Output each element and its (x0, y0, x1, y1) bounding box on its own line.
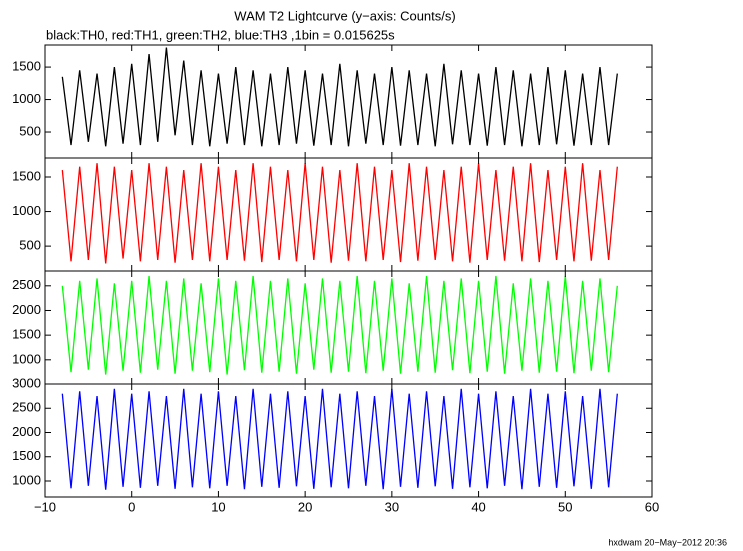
y-tick-label: 1500 (12, 448, 41, 463)
y-tick-label: 1500 (12, 168, 41, 183)
light-curve (61, 47, 618, 147)
y-tick-label: 2000 (12, 424, 41, 439)
y-tick-label: 2000 (12, 302, 41, 317)
chart-title: WAM T2 Lightcurve (y−axis: Counts/s) (234, 8, 455, 23)
x-tick-label: 10 (211, 499, 225, 514)
light-curve (61, 388, 618, 490)
x-tick-label: −10 (34, 499, 56, 514)
y-tick-label: 3000 (12, 375, 41, 390)
footer: hxdwam 20−May−2012 20:36 (608, 537, 727, 547)
chart-subtitle: black:TH0, red:TH1, green:TH2, blue:TH3 … (46, 27, 395, 42)
x-tick-label: 40 (471, 499, 485, 514)
x-tick-label: 20 (298, 499, 312, 514)
panel-frame (44, 383, 653, 498)
y-tick-label: 1000 (12, 91, 41, 106)
y-tick-label: 1000 (12, 472, 41, 487)
x-tick-label: 50 (558, 499, 572, 514)
y-tick-label: 1500 (12, 59, 41, 74)
x-tick-label: 30 (385, 499, 399, 514)
y-tick-label: 1500 (12, 327, 41, 342)
light-curve (61, 275, 618, 375)
y-tick-label: 2500 (12, 400, 41, 415)
y-tick-label: 500 (19, 238, 41, 253)
y-tick-label: 1000 (12, 351, 41, 366)
y-tick-label: 500 (19, 123, 41, 138)
x-tick-label: 60 (645, 499, 659, 514)
x-tick-label: 0 (128, 499, 135, 514)
y-tick-label: 1000 (12, 203, 41, 218)
y-tick-label: 2500 (12, 277, 41, 292)
light-curve (61, 163, 618, 264)
